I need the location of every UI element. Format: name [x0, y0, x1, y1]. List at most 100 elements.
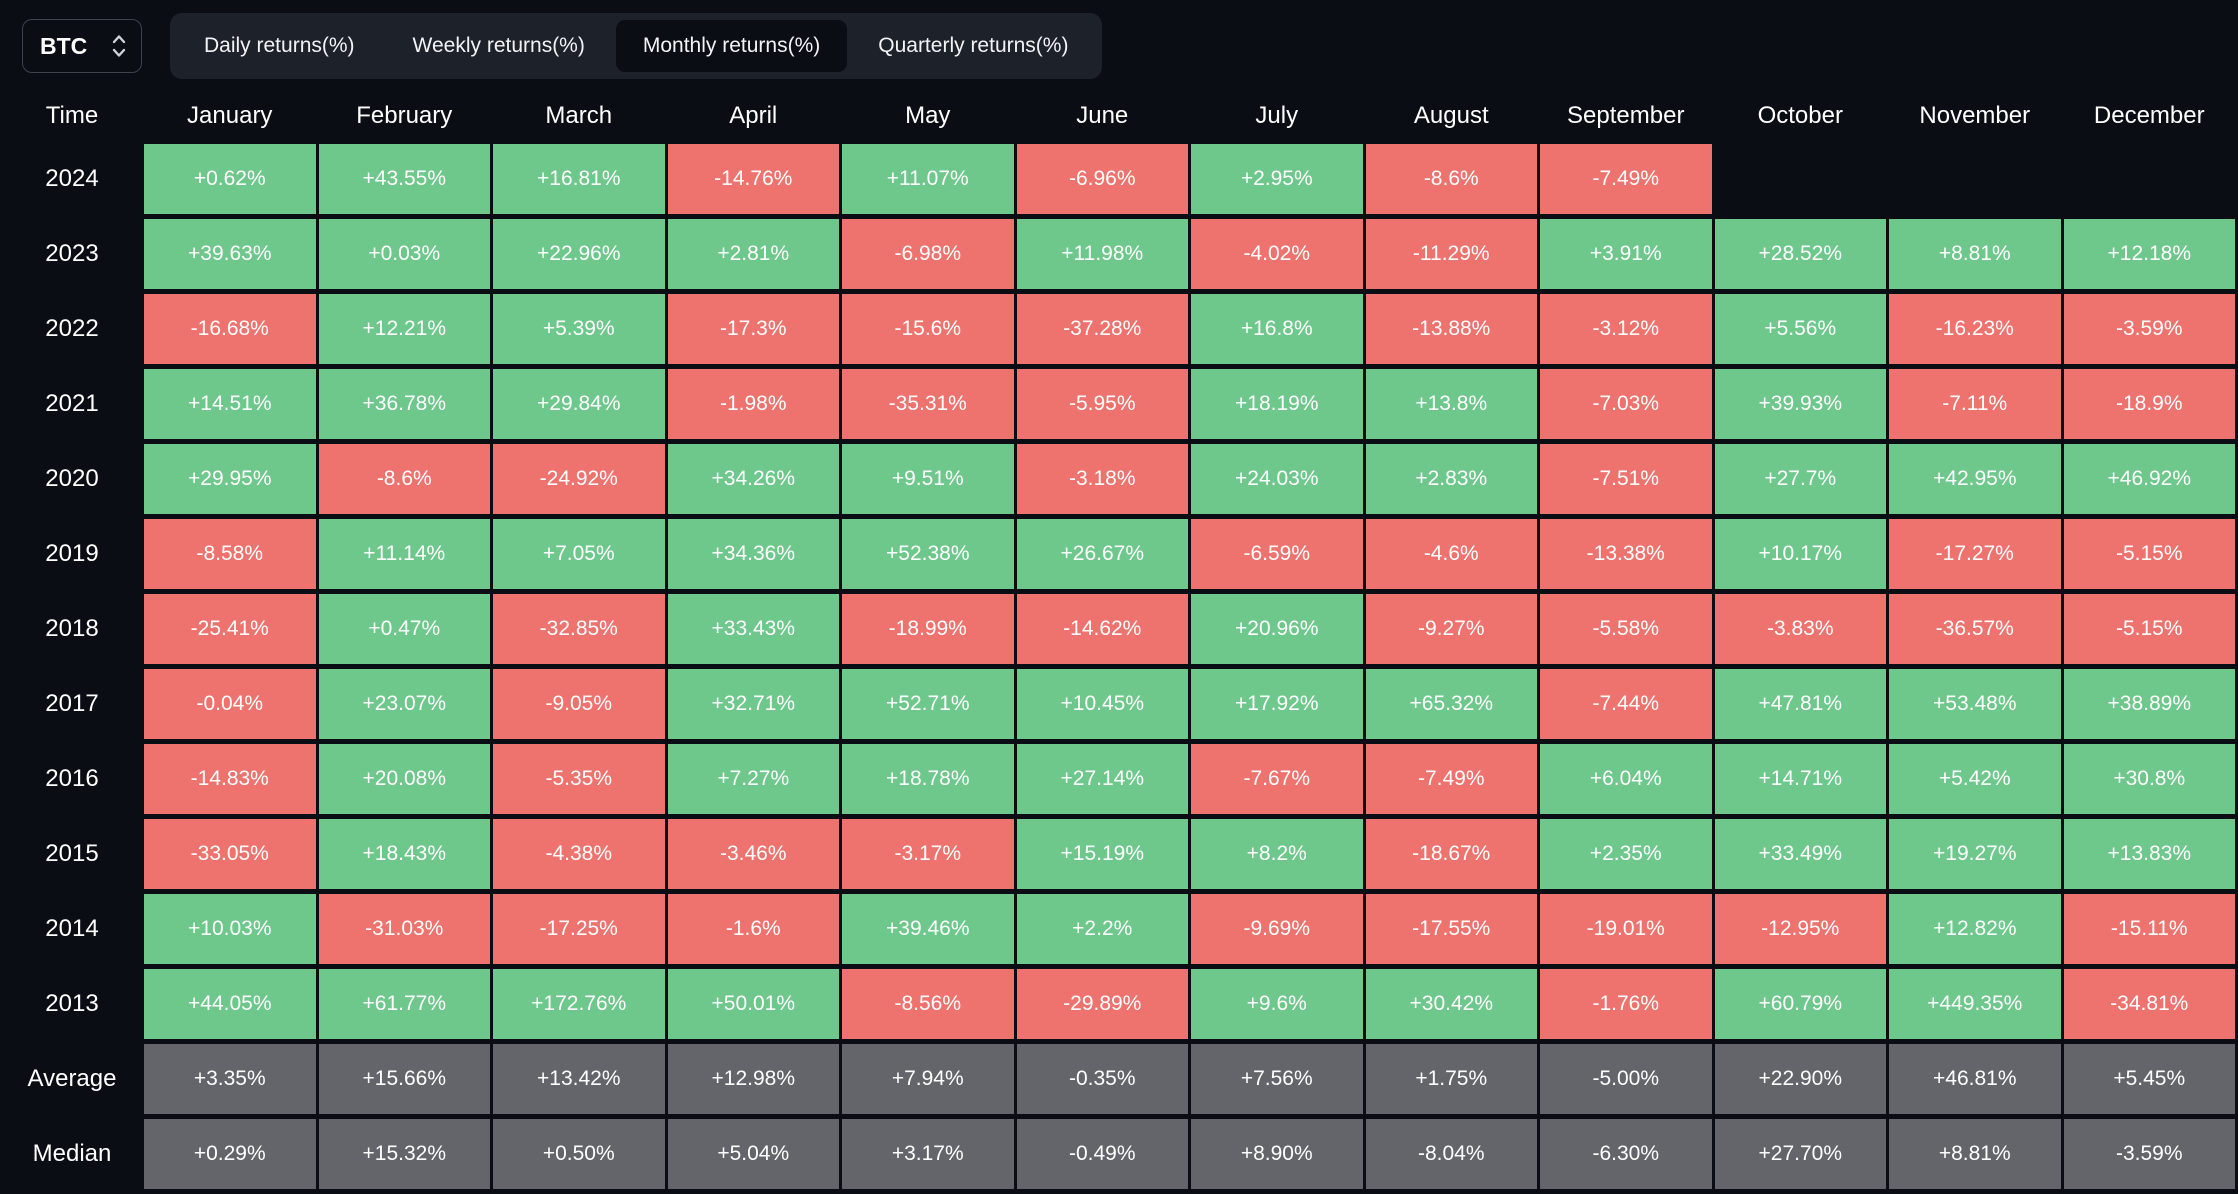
- return-cell: +29.84%: [493, 369, 665, 439]
- month-column-header: February: [356, 101, 453, 129]
- return-cell: +172.76%: [493, 969, 665, 1039]
- return-cell: +0.62%: [144, 144, 316, 214]
- return-cell: +26.67%: [1016, 519, 1188, 589]
- table-body: 2024 +0.62% +43.55% +16.81% -14.76% +11.07% -6…: [3, 144, 2235, 1189]
- return-cell: -7.03%: [1540, 369, 1712, 439]
- return-cell: +0.29%: [144, 1119, 316, 1189]
- return-cell: -35.31%: [842, 369, 1014, 439]
- return-cell: +7.27%: [667, 744, 839, 814]
- return-cell: +2.81%: [667, 219, 839, 289]
- return-cell: +9.51%: [842, 444, 1014, 514]
- month-column-header: July: [1255, 101, 1299, 129]
- return-cell: -15.11%: [2063, 894, 2235, 964]
- month-column-header: October: [1757, 101, 1843, 129]
- return-cell: -3.59%: [2063, 1119, 2235, 1189]
- return-cell: +34.26%: [667, 444, 839, 514]
- return-cell: -3.59%: [2063, 294, 2235, 364]
- return-cell: +46.81%: [1889, 1044, 2061, 1114]
- table-row: 2015 -33.05% +18.43% -4.38% -3.46% -3.17% +15.…: [3, 819, 2235, 889]
- tab-weekly-returns[interactable]: Weekly returns(%): [412, 34, 585, 57]
- return-cell: +8.81%: [1889, 1119, 2061, 1189]
- return-cell: -16.23%: [1889, 294, 2061, 364]
- row-label: 2023: [45, 240, 99, 267]
- row-label: Average: [27, 1065, 117, 1092]
- returns-table: Time January February March April May June July…: [0, 87, 2238, 1194]
- return-cell: +22.90%: [1714, 1044, 1886, 1114]
- return-cell: +39.63%: [144, 219, 316, 289]
- return-cell: +8.90%: [1191, 1119, 1363, 1189]
- return-cell: -3.12%: [1540, 294, 1712, 364]
- return-cell: +27.7%: [1714, 444, 1886, 514]
- return-cell: +19.27%: [1889, 819, 2061, 889]
- return-cell: +43.55%: [318, 144, 490, 214]
- return-cell: +28.52%: [1714, 219, 1886, 289]
- return-cell: +38.89%: [2063, 669, 2235, 739]
- tab-monthly-returns[interactable]: Monthly returns(%): [615, 20, 848, 72]
- coin-select[interactable]: BTC: [22, 19, 142, 73]
- return-cell: -5.15%: [2063, 594, 2235, 664]
- coin-select-value: BTC: [40, 32, 88, 59]
- return-cell: +39.93%: [1714, 369, 1886, 439]
- return-cell: +0.50%: [493, 1119, 665, 1189]
- return-cell: +32.71%: [667, 669, 839, 739]
- return-cell: +42.95%: [1889, 444, 2061, 514]
- month-column-header: June: [1076, 101, 1129, 129]
- return-cell: -3.17%: [842, 819, 1014, 889]
- return-cell: -3.18%: [1016, 444, 1188, 514]
- row-label: 2014: [45, 915, 99, 942]
- table-row: 2013 +44.05% +61.77% +172.76% +50.01% -8.56% -…: [3, 969, 2235, 1039]
- return-cell: +15.32%: [318, 1119, 490, 1189]
- return-cell: -6.98%: [842, 219, 1014, 289]
- return-cell: +11.07%: [842, 144, 1014, 214]
- tab-daily-returns[interactable]: Daily returns(%): [204, 34, 355, 57]
- return-cell: -16.68%: [144, 294, 316, 364]
- return-cell: +2.35%: [1540, 819, 1712, 889]
- return-cell: -7.11%: [1889, 369, 2061, 439]
- return-cell: -8.6%: [1365, 144, 1537, 214]
- return-cell: -19.01%: [1540, 894, 1712, 964]
- month-column-header: January: [187, 101, 273, 129]
- return-cell: +10.03%: [144, 894, 316, 964]
- return-cell: -24.92%: [493, 444, 665, 514]
- return-cell: +29.95%: [144, 444, 316, 514]
- return-cell: -25.41%: [144, 594, 316, 664]
- return-cell: -17.25%: [493, 894, 665, 964]
- row-label: 2015: [45, 840, 99, 867]
- return-cell: +33.49%: [1714, 819, 1886, 889]
- return-cell: +30.42%: [1365, 969, 1537, 1039]
- return-cell: +47.81%: [1714, 669, 1886, 739]
- month-column-header: September: [1567, 101, 1685, 129]
- row-label: 2022: [45, 315, 99, 342]
- return-cell: +23.07%: [318, 669, 490, 739]
- return-cell: +12.98%: [667, 1044, 839, 1114]
- return-cell: -18.67%: [1365, 819, 1537, 889]
- return-cell: +11.98%: [1016, 219, 1188, 289]
- return-cell: [1715, 144, 1887, 214]
- return-cell: [2064, 144, 2236, 214]
- table-row: 2023 +39.63% +0.03% +22.96% +2.81% -6.98% +11.…: [3, 219, 2235, 289]
- row-label: 2017: [45, 690, 99, 717]
- return-cell: +15.19%: [1016, 819, 1188, 889]
- return-cell: -5.35%: [493, 744, 665, 814]
- return-cell: +20.96%: [1191, 594, 1363, 664]
- return-cell: -14.76%: [667, 144, 839, 214]
- row-label: 2019: [45, 540, 99, 567]
- table-row: 2017 -0.04% +23.07% -9.05% +32.71% +52.71% +10…: [3, 669, 2235, 739]
- return-cell: +33.43%: [667, 594, 839, 664]
- return-cell: -33.05%: [144, 819, 316, 889]
- return-cell: -4.38%: [493, 819, 665, 889]
- return-cell: -12.95%: [1714, 894, 1886, 964]
- return-cell: +16.81%: [493, 144, 665, 214]
- month-column-header: April: [729, 101, 778, 129]
- return-cell: -7.49%: [1365, 744, 1537, 814]
- return-cell: +2.95%: [1191, 144, 1363, 214]
- return-cell: -8.56%: [842, 969, 1014, 1039]
- tab-quarterly-returns[interactable]: Quarterly returns(%): [878, 34, 1069, 57]
- return-cell: +3.35%: [144, 1044, 316, 1114]
- month-column-header: March: [545, 101, 613, 129]
- return-cell: +12.18%: [2063, 219, 2235, 289]
- return-cell: -1.76%: [1540, 969, 1712, 1039]
- return-cell: +22.96%: [493, 219, 665, 289]
- return-cell: -6.59%: [1191, 519, 1363, 589]
- return-cell: +0.03%: [318, 219, 490, 289]
